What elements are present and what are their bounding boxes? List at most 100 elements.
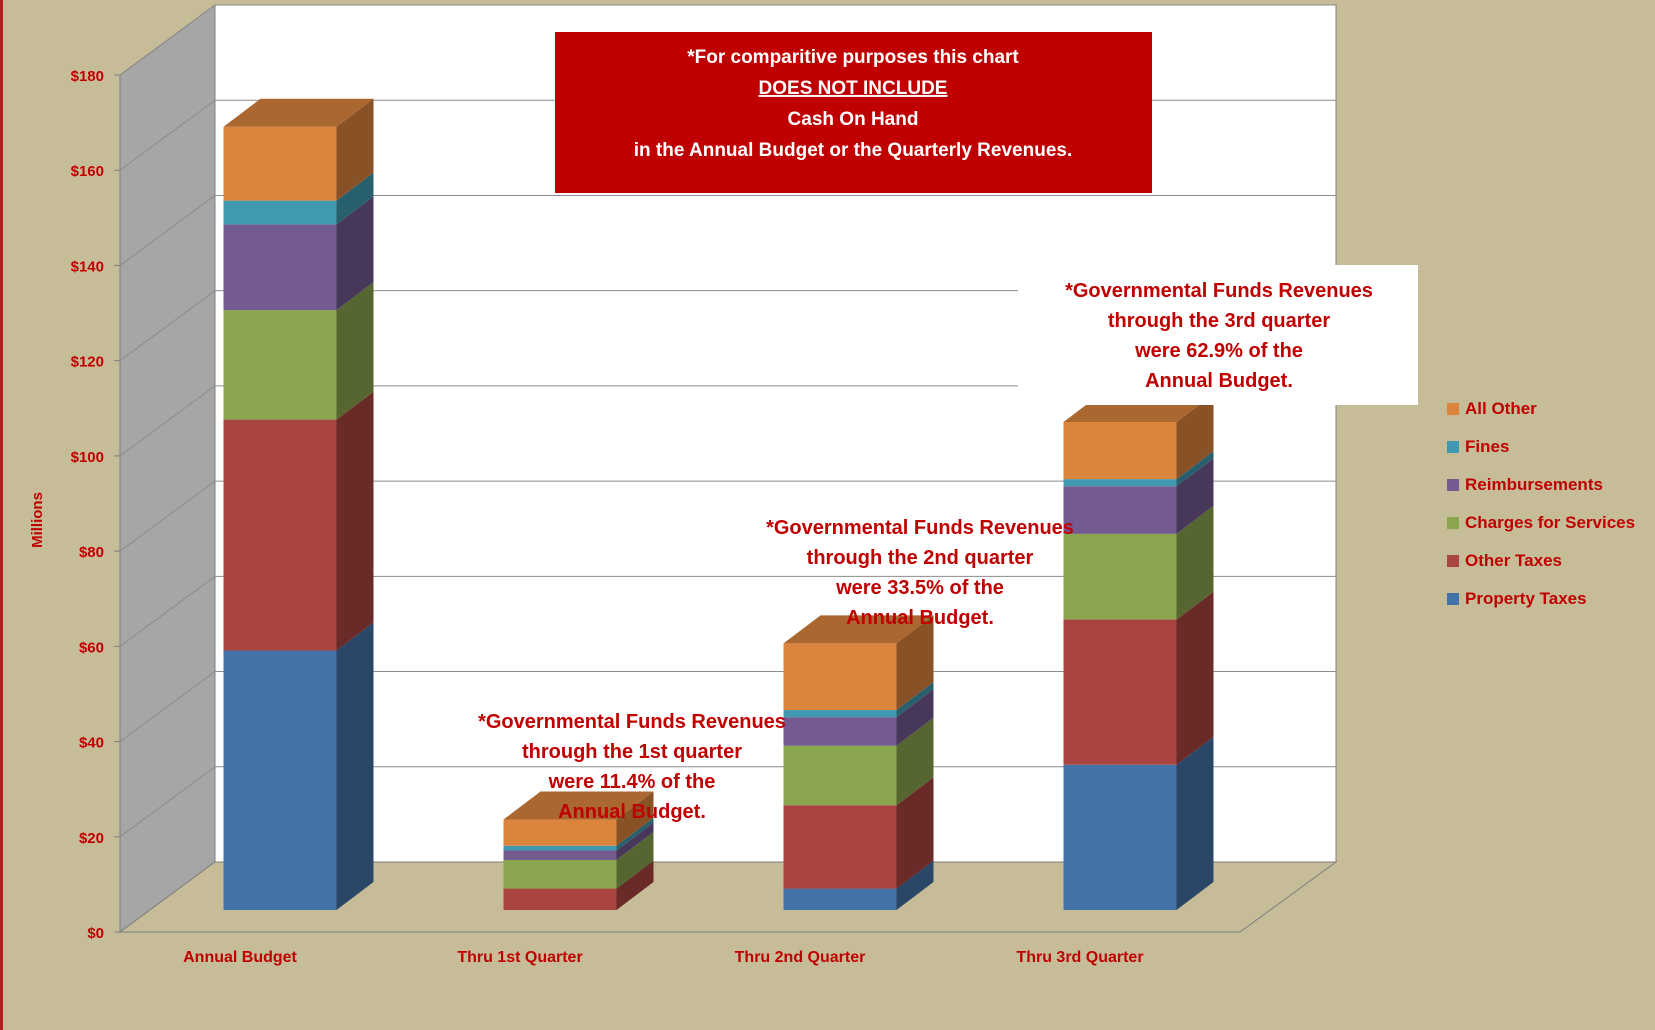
bar-side-thru-1st-quarter-other-taxes bbox=[616, 860, 654, 910]
gridline-side-80 bbox=[119, 480, 216, 552]
bar-thru-2nd-quarter-charges-for-services bbox=[783, 745, 897, 806]
x-tick-label: Thru 2nd Quarter bbox=[735, 949, 866, 966]
bar-thru-3rd-quarter-fines bbox=[1063, 479, 1177, 487]
y-tick-label: $40 bbox=[79, 735, 104, 752]
bar-thru-1st-quarter-fines bbox=[503, 845, 617, 851]
bar-side-annual-budget-all-other bbox=[336, 98, 374, 201]
gridline-side-180 bbox=[119, 4, 216, 76]
bar-side-thru-1st-quarter-fines bbox=[616, 817, 654, 851]
annotation-thru-1st-quarter: were 11.4% of the bbox=[548, 771, 716, 793]
bar-thru-1st-quarter-charges-for-services bbox=[503, 860, 617, 889]
bar-side-thru-3rd-quarter-all-other bbox=[1176, 393, 1214, 480]
bar-side-thru-2nd-quarter-reimbursements bbox=[896, 689, 934, 746]
notice-line: *For comparitive purposes this chart bbox=[687, 47, 1019, 68]
annotation-thru-3rd-quarter: through the 3rd quarter bbox=[1108, 310, 1330, 332]
bar-thru-1st-quarter-all-other bbox=[503, 819, 617, 846]
legend-label-reimbursements: Reimbursements bbox=[1465, 475, 1603, 494]
annotation-thru-3rd-quarter: *Governmental Funds Revenues bbox=[1065, 280, 1373, 302]
x-tick-label: Thru 1st Quarter bbox=[457, 949, 582, 966]
bar-thru-3rd-quarter-all-other bbox=[1063, 421, 1177, 480]
legend-label-other-taxes: Other Taxes bbox=[1465, 551, 1562, 570]
y-tick-label: $20 bbox=[79, 830, 104, 847]
y-tick-label: $60 bbox=[79, 639, 104, 656]
y-tick-label: $100 bbox=[71, 449, 104, 466]
page-border bbox=[0, 0, 3, 1030]
bar-thru-3rd-quarter-reimbursements bbox=[1063, 486, 1177, 534]
legend-label-all-other: All Other bbox=[1465, 399, 1537, 418]
legend-swatch-fines bbox=[1447, 441, 1459, 453]
notice-line: DOES NOT INCLUDE bbox=[759, 78, 948, 99]
gridline-side-120 bbox=[119, 290, 216, 362]
bar-side-thru-2nd-quarter-fines bbox=[896, 682, 934, 718]
legend-swatch-other-taxes bbox=[1447, 555, 1459, 567]
annotation-thru-1st-quarter: through the 1st quarter bbox=[522, 741, 742, 763]
bar-annual-budget-other-taxes bbox=[223, 419, 337, 651]
legend-swatch-reimbursements bbox=[1447, 479, 1459, 491]
bar-annual-budget-reimbursements bbox=[223, 224, 337, 311]
gridline-side-160 bbox=[119, 99, 216, 171]
notice-box bbox=[555, 32, 1152, 193]
annotation-thru-2nd-quarter: Annual Budget. bbox=[846, 607, 994, 629]
annotation-thru-3rd-quarter: Annual Budget. bbox=[1145, 370, 1293, 392]
bar-side-thru-3rd-quarter-other-taxes bbox=[1176, 591, 1214, 765]
bar-thru-1st-quarter-other-taxes bbox=[503, 888, 617, 910]
bar-top-thru-2nd-quarter bbox=[783, 615, 934, 644]
legend-label-fines: Fines bbox=[1465, 437, 1509, 456]
y-tick-label: $120 bbox=[71, 354, 104, 371]
y-tick-label: $160 bbox=[71, 163, 104, 180]
bar-side-annual-budget-fines bbox=[336, 172, 374, 225]
bar-side-thru-2nd-quarter-other-taxes bbox=[896, 777, 934, 889]
bar-annual-budget-all-other bbox=[223, 126, 337, 201]
bar-thru-2nd-quarter-property-taxes bbox=[783, 888, 897, 910]
annotation-thru-2nd-quarter: were 33.5% of the bbox=[835, 577, 1004, 599]
annotation-thru-2nd-quarter: through the 2nd quarter bbox=[807, 547, 1034, 569]
gridline-side-20 bbox=[119, 766, 216, 838]
bar-annual-budget-property-taxes bbox=[223, 650, 337, 910]
bar-side-annual-budget-other-taxes bbox=[336, 391, 374, 651]
bar-side-thru-2nd-quarter-property-taxes bbox=[896, 860, 934, 910]
bar-thru-2nd-quarter-all-other bbox=[783, 643, 897, 711]
y-tick-label: $0 bbox=[87, 925, 104, 942]
x-tick-label: Annual Budget bbox=[183, 949, 297, 966]
bar-side-thru-2nd-quarter-all-other bbox=[896, 615, 934, 711]
gridline-side-60 bbox=[119, 575, 216, 647]
legend-label-property-taxes: Property Taxes bbox=[1465, 589, 1587, 608]
legend-swatch-all-other bbox=[1447, 403, 1459, 415]
y-tick-label: $140 bbox=[71, 258, 104, 275]
legend-swatch-charges-for-services bbox=[1447, 517, 1459, 529]
annotation-thru-3rd-quarter: were 62.9% of the bbox=[1134, 340, 1303, 362]
bar-side-thru-3rd-quarter-property-taxes bbox=[1176, 736, 1214, 910]
legend-swatch-property-taxes bbox=[1447, 593, 1459, 605]
notice-line: Cash On Hand bbox=[788, 109, 919, 130]
y-tick-label: $80 bbox=[79, 544, 104, 561]
legend-label-charges-for-services: Charges for Services bbox=[1465, 513, 1635, 532]
y-axis-label: Millions bbox=[29, 492, 46, 548]
bar-side-thru-3rd-quarter-reimbursements bbox=[1176, 458, 1214, 534]
gridline-side-140 bbox=[119, 195, 216, 266]
bar-side-annual-budget-charges-for-services bbox=[336, 282, 374, 420]
x-tick-label: Thru 3rd Quarter bbox=[1016, 949, 1143, 966]
bar-side-annual-budget-reimbursements bbox=[336, 196, 374, 311]
bar-side-thru-3rd-quarter-fines bbox=[1176, 451, 1214, 487]
y-tick-label: $180 bbox=[71, 68, 104, 85]
bar-side-thru-1st-quarter-charges-for-services bbox=[616, 832, 654, 889]
annotation-thru-2nd-quarter: *Governmental Funds Revenues bbox=[766, 517, 1074, 539]
bar-side-thru-2nd-quarter-charges-for-services bbox=[896, 717, 934, 806]
bar-top-annual-budget bbox=[223, 98, 374, 127]
bar-side-annual-budget-property-taxes bbox=[336, 622, 374, 910]
bar-thru-3rd-quarter-other-taxes bbox=[1063, 619, 1177, 765]
annotation-background bbox=[1018, 265, 1418, 405]
bar-thru-2nd-quarter-reimbursements bbox=[783, 717, 897, 746]
bar-side-thru-1st-quarter-reimbursements bbox=[616, 822, 654, 861]
bar-annual-budget-fines bbox=[223, 200, 337, 225]
gridline-side-100 bbox=[119, 385, 216, 457]
bar-thru-3rd-quarter-charges-for-services bbox=[1063, 533, 1177, 620]
gridline-side-40 bbox=[119, 671, 216, 742]
bar-side-thru-3rd-quarter-charges-for-services bbox=[1176, 505, 1214, 620]
notice-line: in the Annual Budget or the Quarterly Re… bbox=[634, 140, 1072, 161]
annotation-thru-1st-quarter: *Governmental Funds Revenues bbox=[478, 711, 786, 733]
bar-thru-3rd-quarter-property-taxes bbox=[1063, 764, 1177, 910]
bar-top-thru-1st-quarter bbox=[503, 791, 654, 820]
annotation-thru-1st-quarter: Annual Budget. bbox=[558, 801, 706, 823]
